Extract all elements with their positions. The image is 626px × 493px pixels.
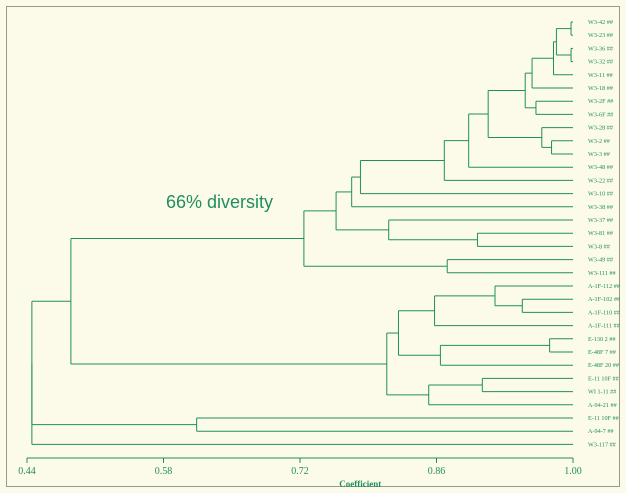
leaf-label: W3-36 ## (588, 45, 613, 52)
branch-group (31, 21, 573, 445)
leaf-label: A-1F-111 ## (588, 323, 620, 330)
x-tick-label: 1.00 (564, 466, 582, 477)
leaf-label: E-48F 20 ## (588, 362, 619, 369)
leaf-label: A-94-21 ## (588, 402, 617, 409)
leaf-label: W3-22 ## (588, 177, 613, 184)
leaf-label: E-11 10F ## (588, 415, 619, 422)
leaf-label: A-94-7 ## (588, 428, 614, 435)
figure-frame (6, 6, 620, 487)
x-axis-ticks: 0.44 0.58 0.72 0.86 1.00 (18, 458, 582, 477)
leaf-label: W3-2 ## (588, 138, 610, 145)
leaf-label: A-1F-110 ## (588, 309, 620, 316)
leaf-label: W3-38 ## (588, 204, 613, 211)
leaf-label: E-130 2 ## (588, 336, 616, 343)
leaf-label: W3-117 ## (588, 441, 616, 448)
leaf-label: W3-48 ## (588, 164, 613, 171)
leaf-label: W3-111 ## (588, 270, 616, 277)
leaf-label-group: W3-42 ## W3-23 ## W3-36 ## W3-32 ## W3-11 ##… (588, 19, 620, 448)
leaf-label: W3-49 ## (588, 257, 613, 264)
leaf-label: W3-28 ## (588, 125, 613, 132)
leaf-label: W3-32 ## (588, 59, 613, 66)
leaf-label: E-11 10F ## (588, 375, 619, 382)
x-tick-label: 0.58 (155, 466, 173, 477)
leaf-label: W3-10 ## (588, 191, 613, 198)
leaf-label: A-1F-112 ## (588, 283, 620, 290)
leaf-label: WI 1-11 ## (588, 389, 616, 396)
x-tick-label: 0.44 (18, 466, 36, 477)
leaf-label: W3-18 ## (588, 85, 613, 92)
leaf-label: W3-11 ## (588, 72, 613, 79)
leaf-label: W3-37 ## (588, 217, 613, 224)
leaf-label: A-1F-102 ## (588, 296, 620, 303)
diversity-annotation: 66% diversity (166, 192, 273, 212)
leaf-label: W3-23 ## (588, 32, 613, 39)
leaf-label: E-48F 7 ## (588, 349, 616, 356)
x-tick-label: 0.72 (291, 466, 309, 477)
leaf-label: W3-8 ## (588, 243, 610, 250)
leaf-label: W3-3 ## (588, 151, 610, 158)
x-axis-title: Coefficient (339, 479, 381, 489)
leaf-label: W3-2F ## (588, 98, 613, 105)
leaf-label: W3-81 ## (588, 230, 613, 237)
x-tick-label: 0.86 (428, 466, 446, 477)
leaf-label: W3-42 ## (588, 19, 613, 26)
x-axis: 0.44 0.58 0.72 0.86 1.00 Coefficient (18, 457, 582, 489)
leaf-label: W3-6F ## (588, 111, 613, 118)
